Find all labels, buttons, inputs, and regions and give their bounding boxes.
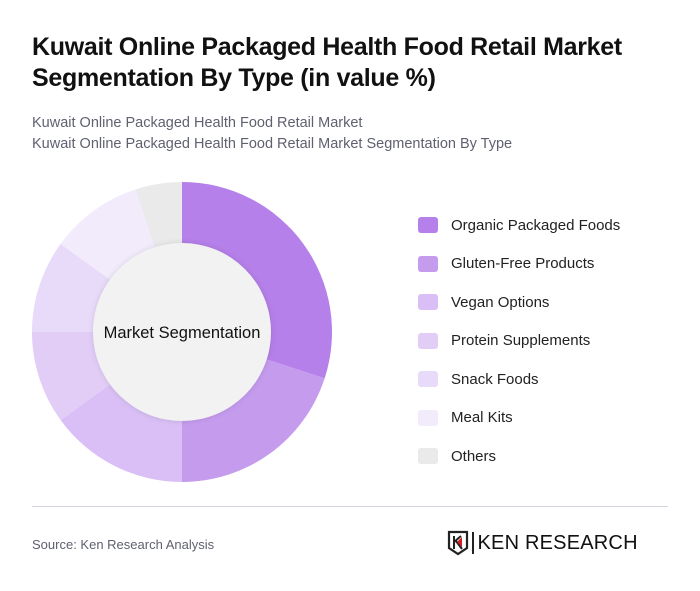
- ken-research-logo: KEN RESEARCH: [447, 530, 638, 556]
- donut-center: [93, 243, 271, 421]
- legend-label: Gluten-Free Products: [451, 255, 595, 273]
- footer-divider: [32, 506, 668, 507]
- legend-swatch: [418, 217, 438, 234]
- legend-swatch: [418, 409, 438, 426]
- legend-swatch: [418, 448, 438, 465]
- legend-label: Snack Foods: [451, 370, 539, 388]
- legend-item[interactable]: Organic Packaged Foods: [418, 206, 620, 245]
- chart-title: Kuwait Online Packaged Health Food Retai…: [32, 33, 622, 92]
- ken-research-logo-icon: [447, 530, 469, 556]
- legend-label: Protein Supplements: [451, 332, 591, 350]
- chart-subtitle: Kuwait Online Packaged Health Food Retai…: [32, 113, 512, 155]
- source-note: Source: Ken Research Analysis: [32, 537, 215, 552]
- donut-chart: Market Segmentation: [32, 182, 333, 482]
- subtitle-line-1: Kuwait Online Packaged Health Food Retai…: [32, 115, 363, 131]
- logo-separator: [472, 532, 474, 554]
- legend-label: Organic Packaged Foods: [451, 216, 621, 234]
- legend-item[interactable]: Protein Supplements: [418, 322, 620, 361]
- legend-swatch: [418, 294, 438, 311]
- donut-center-label: Market Segmentation: [104, 324, 261, 342]
- legend-item[interactable]: Meal Kits: [418, 399, 620, 438]
- legend-label: Meal Kits: [451, 409, 513, 427]
- legend-label: Vegan Options: [451, 293, 550, 311]
- subtitle-line-2: Kuwait Online Packaged Health Food Retai…: [32, 136, 513, 152]
- legend-item[interactable]: Gluten-Free Products: [418, 245, 620, 284]
- legend-swatch: [418, 332, 438, 349]
- chart-legend: Organic Packaged Foods Gluten-Free Produc…: [418, 206, 620, 476]
- legend-swatch: [418, 371, 438, 388]
- legend-item[interactable]: Vegan Options: [418, 283, 620, 322]
- legend-item[interactable]: Snack Foods: [418, 360, 620, 399]
- logo-text: KEN RESEARCH: [477, 531, 638, 554]
- legend-label: Others: [451, 447, 497, 465]
- legend-swatch: [418, 255, 438, 272]
- legend-item[interactable]: Others: [418, 437, 620, 476]
